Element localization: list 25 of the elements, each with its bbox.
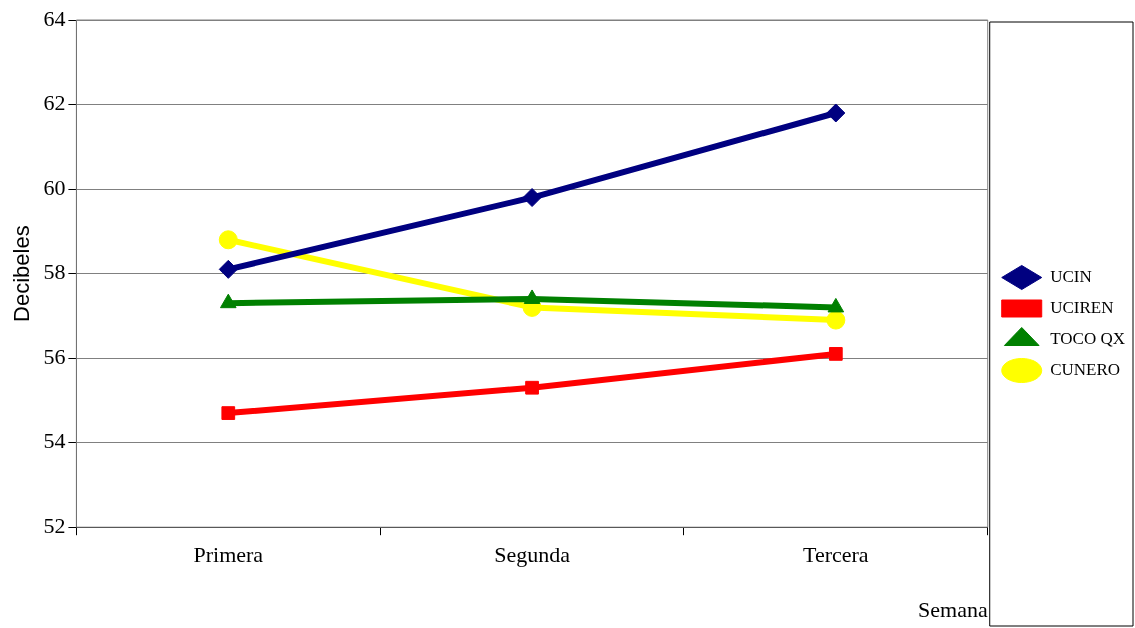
point: [828, 347, 843, 361]
y-axis-title: Decibeles: [9, 225, 35, 322]
x-tick-label: Segunda: [494, 542, 571, 568]
y-tick-label: 52: [43, 512, 66, 538]
y-tick-label: 62: [43, 90, 66, 116]
legend-label: CUNERO: [1050, 359, 1121, 379]
point: [218, 230, 238, 250]
point: [525, 380, 539, 395]
legend-label: TOCO QX: [1050, 328, 1126, 348]
y-tick-label: 56: [43, 343, 66, 369]
point: [219, 293, 237, 309]
y-tick-label: 64: [43, 5, 66, 31]
point: [218, 259, 238, 279]
y-tick-label: 54: [43, 428, 66, 454]
point: [522, 188, 542, 208]
legend-label: UCIN: [1050, 266, 1092, 286]
point: [826, 103, 846, 123]
y-tick-label: 60: [43, 174, 66, 200]
x-tick-label: Primera: [193, 542, 264, 568]
y-tick-label: 58: [43, 259, 66, 285]
x-axis-title: Semana: [918, 596, 988, 622]
point: [221, 406, 236, 420]
x-tick-label: Tercera: [803, 542, 869, 568]
point: [826, 310, 846, 330]
legend-label: UCIREN: [1050, 297, 1114, 317]
